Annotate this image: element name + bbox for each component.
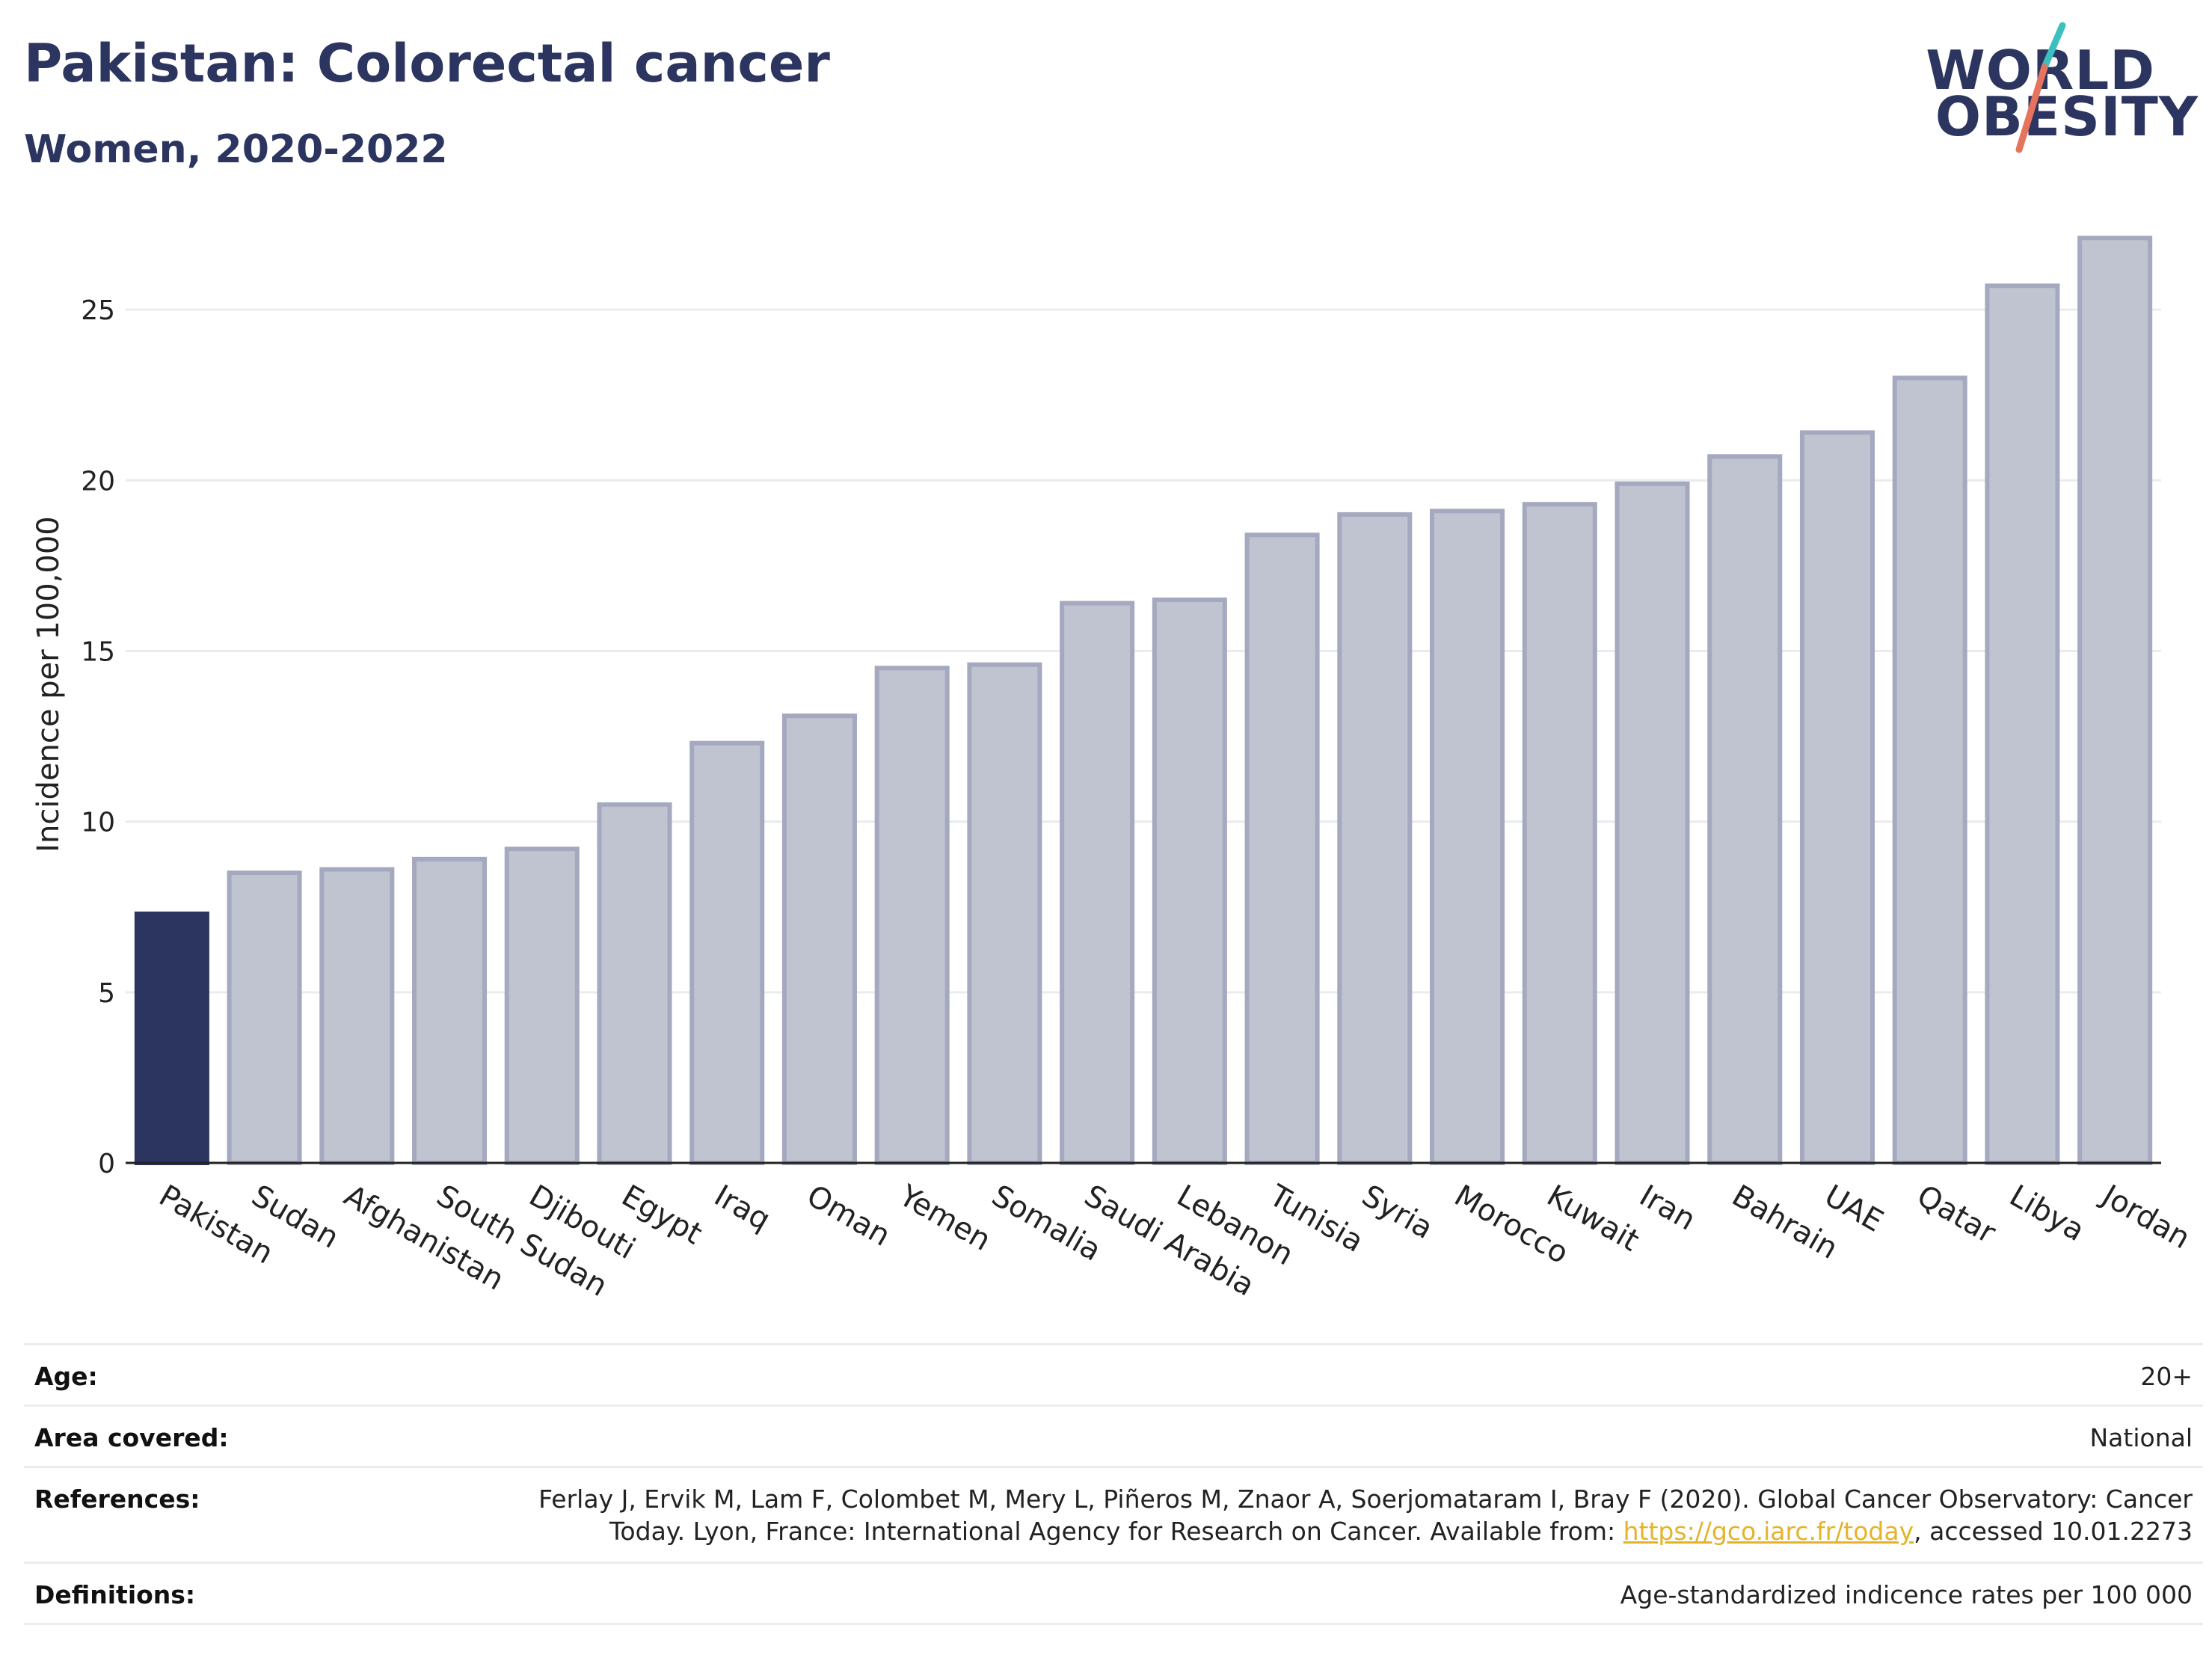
meta-row-age: Age: 20+ [24,1345,2203,1407]
bar-jordan [2077,236,2153,1166]
meta-age-label: Age: [34,1362,98,1391]
bar-djibouti [504,847,580,1166]
meta-row-area: Area covered: National [24,1407,2203,1468]
references-link[interactable]: https://gco.iarc.fr/today [1623,1517,1914,1546]
meta-area-label: Area covered: [34,1423,229,1452]
y-tick-label: 25 [81,295,115,326]
y-tick-label: 0 [98,1149,115,1179]
y-tick-label: 20 [81,466,115,497]
bar-bahrain [1707,454,1783,1165]
x-tick-label: Jordan [2095,1177,2196,1256]
meta-age-value: 20+ [2140,1362,2193,1391]
y-tick-label: 10 [81,808,115,838]
bar-egypt [597,802,672,1166]
bars [134,236,2153,1166]
bar-afghanistan [319,867,395,1165]
bar-pakistan [134,911,209,1165]
bar-libya [1985,283,2060,1165]
chart-subtitle: Women, 2020-2022 [24,127,448,172]
references-line1: Ferlay J, Ervik M, Lam F, Colombet M, Me… [538,1484,2193,1514]
logo-slash-icon [2015,22,2066,153]
meta-references-label: References: [34,1484,200,1514]
bar-iraq [689,740,765,1165]
bar-saudi-arabia [1060,601,1135,1165]
world-obesity-logo: WORLD OBESITY [1926,15,2199,165]
meta-definitions-label: Definitions: [34,1580,196,1609]
logo-text-line2: OBESITY [1935,85,2199,148]
y-tick-label: 5 [98,978,115,1009]
bar-kuwait [1522,502,1597,1165]
y-tick-label: 15 [81,636,115,667]
x-tick-label: Syria [1356,1179,1439,1246]
y-tick-labels: 0 5 10 15 20 25 [81,295,115,1179]
meta-area-value: National [2089,1423,2193,1452]
bar-somalia [967,662,1042,1165]
bar-uae [1799,430,1875,1165]
meta-row-references: References: Ferlay J, Ervik M, Lam F, Co… [24,1468,2203,1564]
meta-definitions-value: Age-standardized indicence rates per 100… [1620,1580,2193,1609]
bar-south-sudan [412,856,488,1165]
x-tick-label: Yemen [893,1178,997,1258]
references-line2-pre: Today. Lyon, France: International Agenc… [609,1517,1623,1546]
bar-yemen [874,666,950,1165]
bar-oman [781,713,857,1165]
bar-tunisia [1244,532,1320,1165]
bar-lebanon [1152,598,1227,1165]
bar-qatar [1892,375,1967,1165]
bar-sudan [227,871,302,1166]
x-tick-label: Qatar [1911,1179,2002,1250]
x-tick-label: Oman [801,1179,896,1253]
x-tick-label: Libya [2003,1179,2090,1248]
references-line2-post: , accessed 10.01.2273 [1914,1517,2193,1546]
x-tick-label: Bahrain [1726,1179,1843,1266]
bar-morocco [1430,509,1505,1165]
meta-row-definitions: Definitions: Age-standardized indicence … [24,1564,2203,1625]
bar-syria [1337,512,1413,1165]
meta-references-value: Ferlay J, Ervik M, Lam F, Colombet M, Me… [538,1483,2193,1547]
metadata-table: Age: 20+ Area covered: National Referenc… [24,1343,2203,1625]
references-line2: Today. Lyon, France: International Agenc… [538,1515,2193,1547]
chart-title: Pakistan: Colorectal cancer [24,33,830,94]
x-tick-label: Iraq [708,1179,776,1238]
y-axis-title: Incidence per 100,000 [31,516,66,853]
bar-chart: 0 5 10 15 20 25 PakistanSudanAfghanistanSouth… [31,236,2196,1304]
bar-iran [1615,481,1690,1165]
